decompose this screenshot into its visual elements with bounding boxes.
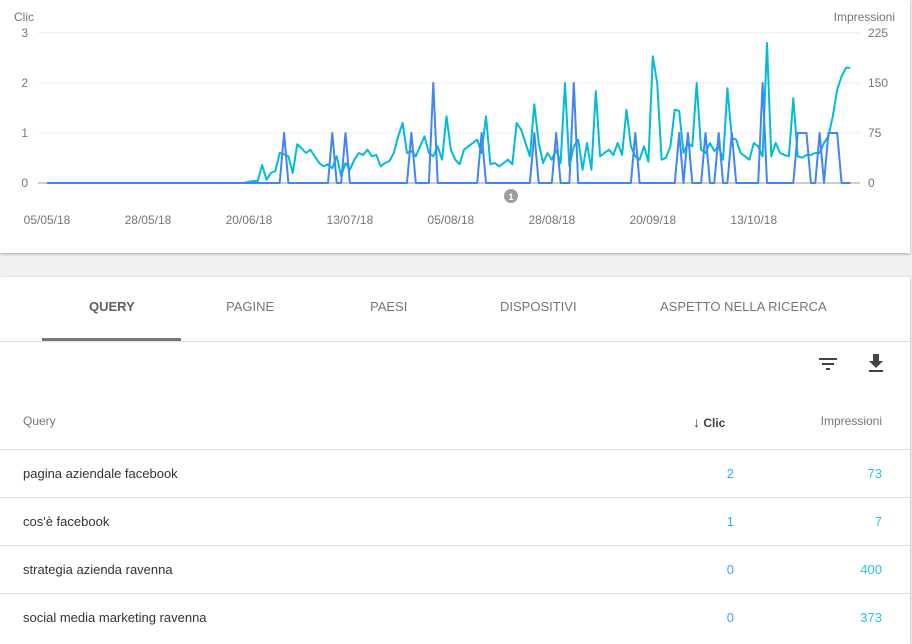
right-axis-tick-label: 75 (868, 126, 882, 140)
tab-query[interactable]: QUERY (89, 299, 135, 314)
x-axis-tick-label: 20/09/18 (629, 213, 676, 227)
x-axis-tick-label: 05/08/18 (428, 213, 475, 227)
table-card: QUERY PAGINE PAESI DISPOSITIVI ASPETTO N… (0, 277, 910, 644)
column-header-clicks-label: Clic (703, 416, 726, 430)
x-axis-tick-label: 20/06/18 (226, 213, 273, 227)
clicks-cell: 0 (726, 610, 734, 625)
download-icon[interactable] (867, 353, 885, 373)
impressions-cell: 73 (867, 466, 882, 481)
left-axis-tick-label: 0 (21, 176, 28, 190)
table-row[interactable]: pagina aziendale facebook 2 73 (0, 449, 910, 498)
clicks-cell: 0 (726, 562, 734, 577)
clicks-cell: 1 (726, 514, 734, 529)
x-axis-tick-label: 05/05/18 (24, 213, 71, 227)
tab-pagine[interactable]: PAGINE (226, 299, 275, 314)
tab-aspetto-nella-ricerca[interactable]: ASPETTO NELLA RICERCA (660, 299, 827, 314)
performance-chart[interactable]: Clic Impressioni 0 0 1 75 2 150 3 225 05/05/18 2… (0, 0, 910, 253)
impressions-cell: 400 (860, 562, 882, 577)
active-tab-indicator (42, 338, 181, 341)
x-axis-tick-label: 28/05/18 (125, 213, 172, 227)
arrow-down-icon: ↓ (693, 414, 700, 430)
column-header-clicks[interactable]: ↓ Clic (693, 414, 725, 430)
left-axis-tick-label: 3 (21, 26, 28, 40)
right-axis-tick-label: 225 (868, 26, 888, 40)
right-axis-tick-label: 150 (868, 76, 888, 90)
tab-paesi[interactable]: PAESI (370, 299, 408, 314)
impressions-cell: 7 (874, 514, 882, 529)
impressions-cell: 373 (860, 610, 882, 625)
tab-dispositivi[interactable]: DISPOSITIVI (500, 299, 577, 314)
query-cell: social media marketing ravenna (23, 610, 207, 625)
table-row[interactable]: social media marketing ravenna 0 373 (0, 593, 910, 642)
right-axis-tick-label: 0 (868, 176, 875, 190)
query-cell: pagina aziendale facebook (23, 466, 178, 481)
query-cell: cos'è facebook (23, 514, 110, 529)
left-axis-tick-label: 2 (21, 76, 28, 90)
left-axis-tick-label: 1 (21, 126, 28, 140)
column-header-impressions[interactable]: Impressioni (820, 414, 882, 428)
clicks-cell: 2 (726, 466, 734, 481)
column-header-query[interactable]: Query (23, 414, 56, 428)
filter-icon[interactable] (818, 355, 838, 373)
x-axis-tick-label: 13/07/18 (327, 213, 374, 227)
x-axis-tick-label: 13/10/18 (730, 213, 777, 227)
table-row[interactable]: cos'è facebook 1 7 (0, 497, 910, 546)
left-axis-title: Clic (14, 10, 34, 24)
right-axis-title: Impressioni (834, 10, 895, 24)
query-cell: strategia azienda ravenna (23, 562, 173, 577)
x-axis-tick-label: 28/08/18 (528, 213, 575, 227)
annotation-label: 1 (508, 192, 513, 202)
clicks-series-line (47, 82, 851, 184)
table-row[interactable]: strategia azienda ravenna 0 400 (0, 545, 910, 594)
dimension-tabs: QUERY PAGINE PAESI DISPOSITIVI ASPETTO N… (0, 277, 910, 342)
performance-chart-card: Clic Impressioni 0 0 1 75 2 150 3 225 05/05/18 2… (0, 0, 910, 253)
annotation-marker[interactable]: 1 (504, 189, 518, 203)
